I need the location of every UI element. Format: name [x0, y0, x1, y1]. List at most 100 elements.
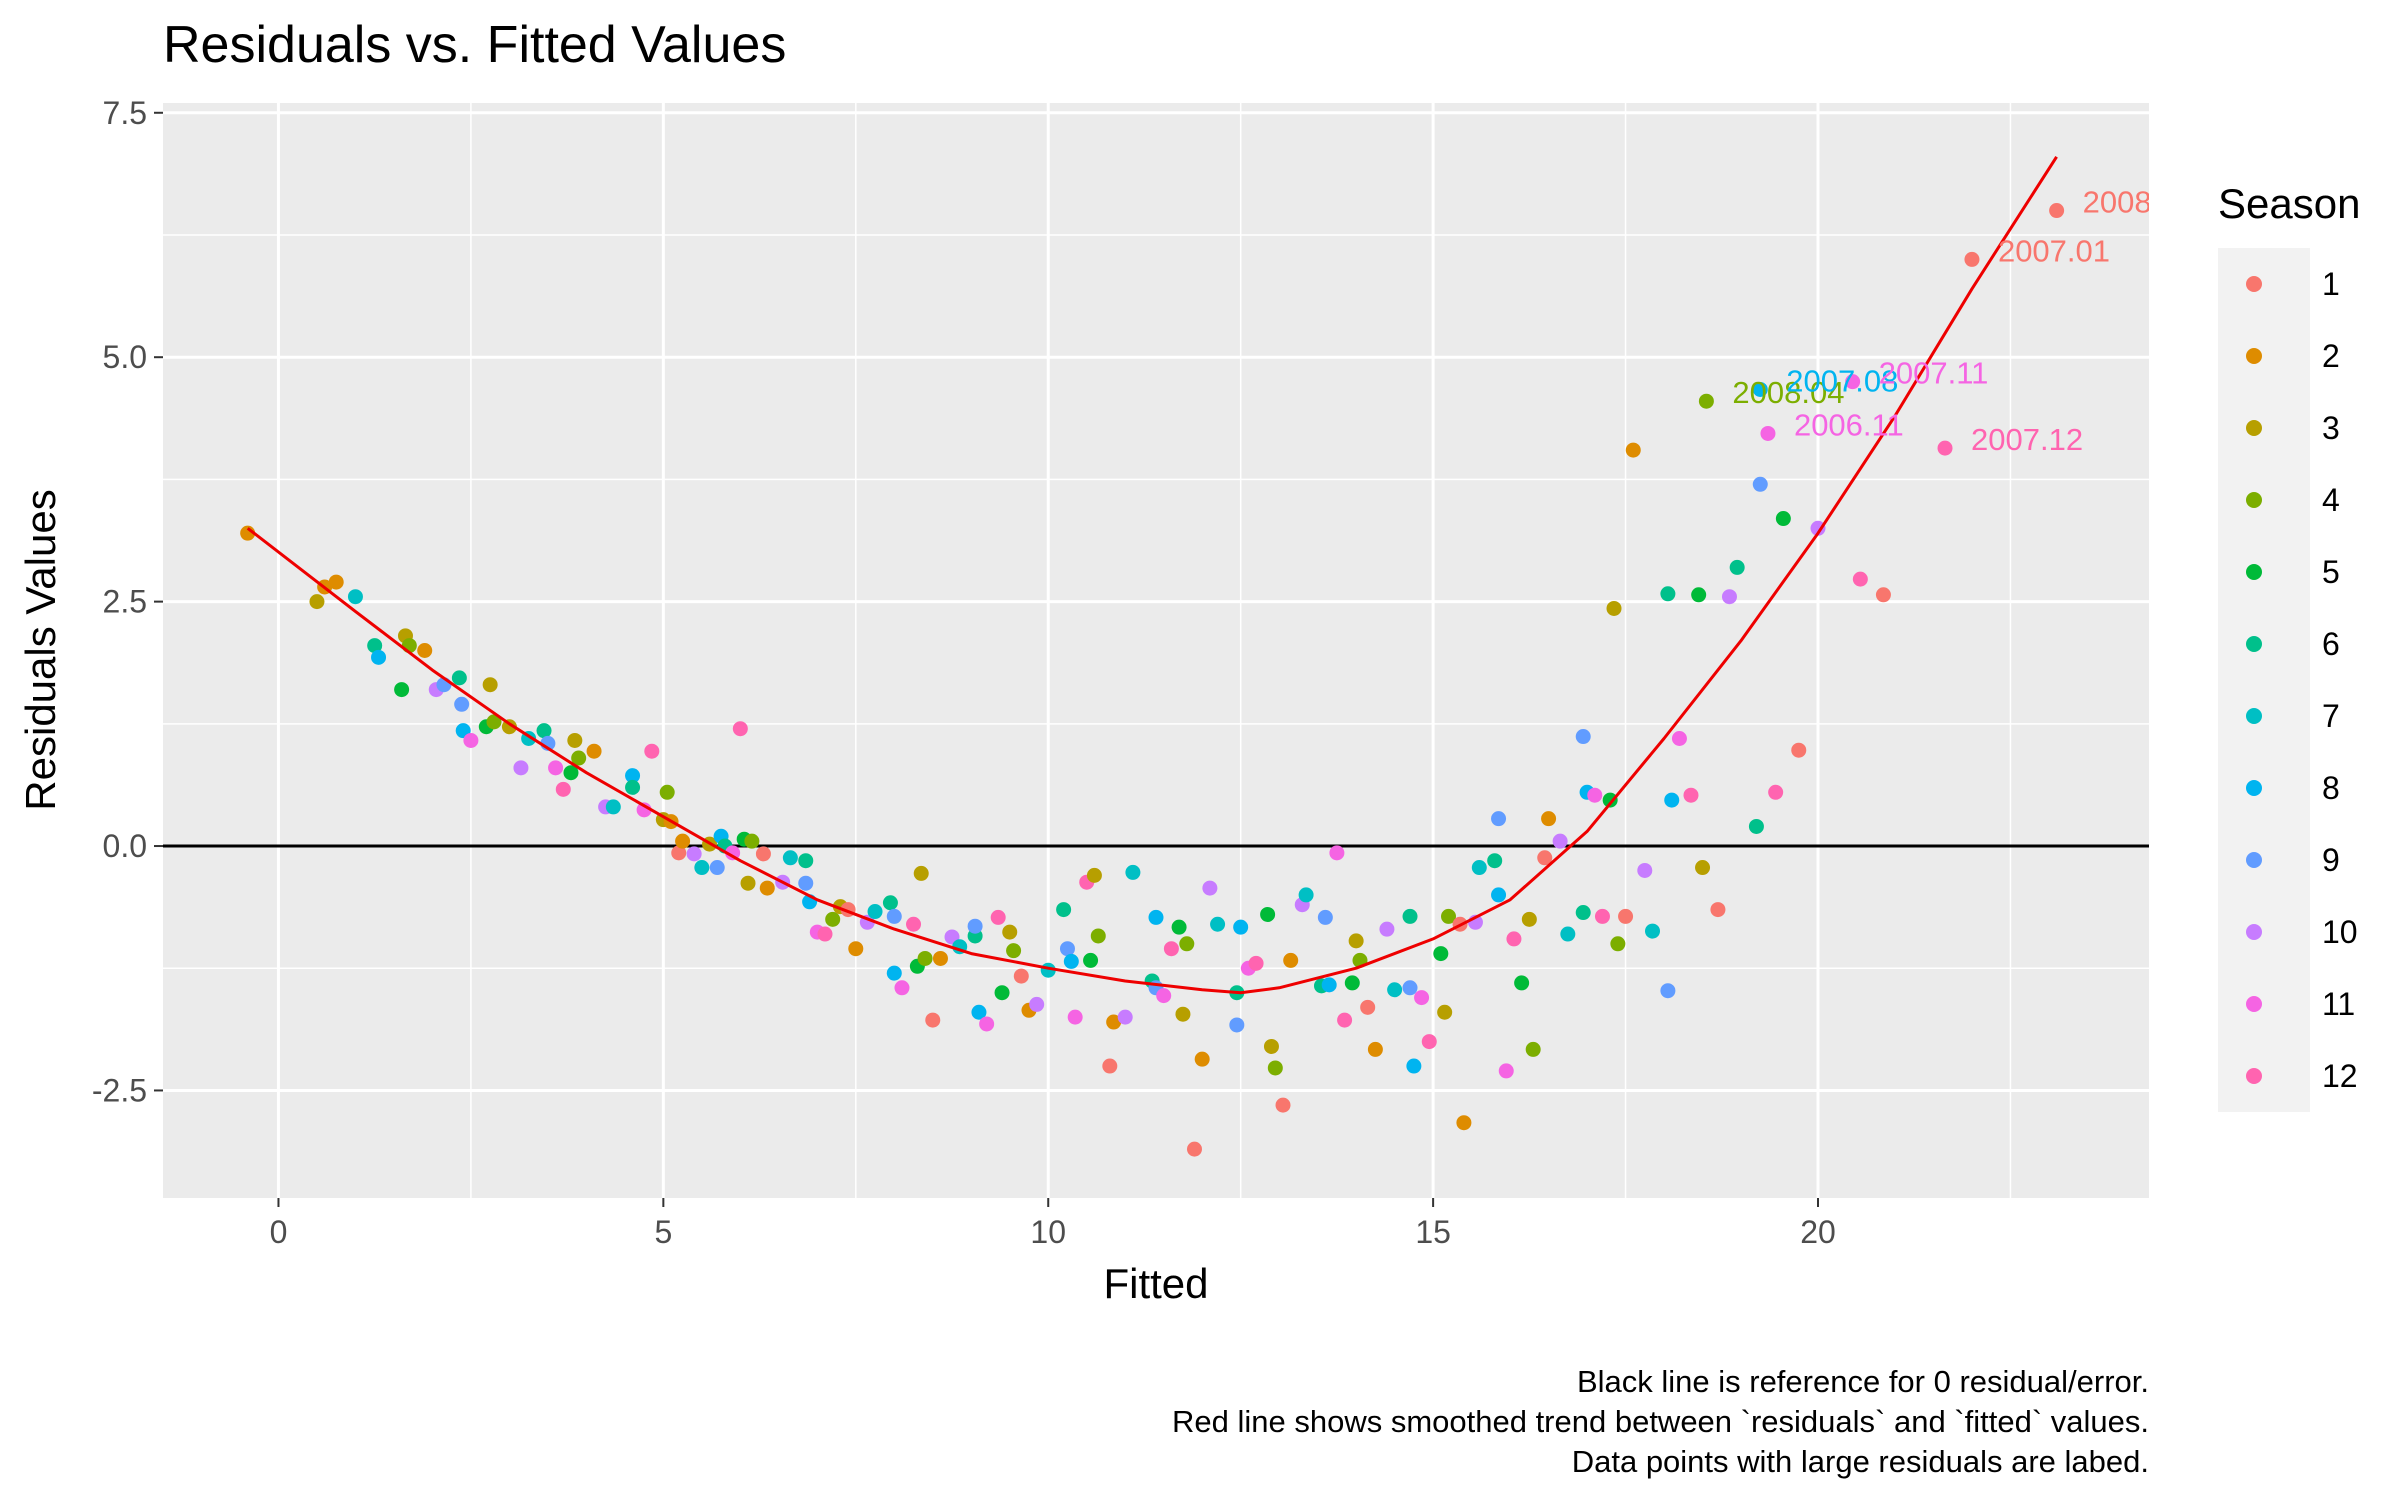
legend-key-point [2246, 636, 2262, 652]
point-label: 2008.04 [1732, 375, 1844, 410]
data-point [1698, 393, 1714, 409]
data-point [1367, 1041, 1383, 1057]
data-point [848, 941, 864, 957]
data-point [1171, 919, 1187, 935]
data-point [1552, 833, 1568, 849]
legend-label: 7 [2322, 698, 2340, 734]
legend-key-point [2246, 924, 2262, 940]
data-point [913, 865, 929, 881]
data-point [1471, 860, 1487, 876]
data-point [1186, 1141, 1202, 1157]
caption-line: Red line shows smoothed trend between `r… [1172, 1404, 2149, 1439]
data-point [1360, 999, 1376, 1015]
data-point [1414, 990, 1430, 1006]
data-point [328, 574, 344, 590]
data-point [1575, 729, 1591, 745]
data-point [1937, 440, 1953, 456]
data-point [686, 846, 702, 862]
data-point [1491, 887, 1507, 903]
chart-title: Residuals vs. Fitted Values [163, 16, 786, 74]
data-point [732, 721, 748, 737]
legend-key-point [2246, 348, 2262, 364]
data-point [1691, 587, 1707, 603]
data-point [694, 860, 710, 876]
data-point [1317, 909, 1333, 925]
data-point [886, 965, 902, 981]
data-point [1163, 941, 1179, 957]
data-point [482, 677, 498, 693]
y-tick-label: -2.5 [92, 1072, 147, 1108]
legend-label: 10 [2322, 914, 2358, 950]
data-point [798, 853, 814, 869]
data-point [309, 594, 325, 610]
data-point [1233, 919, 1249, 935]
data-point [1059, 941, 1075, 957]
data-point [659, 784, 675, 800]
data-point [1421, 1034, 1437, 1050]
data-point [1660, 983, 1676, 999]
major-grid [163, 103, 2149, 1198]
data-point [555, 781, 571, 797]
data-point [1148, 909, 1164, 925]
data-point [894, 980, 910, 996]
data-point [454, 696, 470, 712]
legend-label: 3 [2322, 410, 2340, 446]
data-point [1506, 931, 1522, 947]
legend-key-point [2246, 1068, 2262, 1084]
legend-label: 4 [2322, 482, 2340, 518]
data-point [605, 799, 621, 815]
data-point [1441, 908, 1457, 924]
point-label: 2006.11 [1794, 407, 1904, 442]
legend-label: 11 [2322, 986, 2355, 1022]
data-point [886, 908, 902, 924]
x-tick-label: 15 [1415, 1214, 1451, 1250]
data-point [882, 895, 898, 911]
data-point [1086, 867, 1102, 883]
data-point [1179, 936, 1195, 952]
data-point [367, 638, 383, 654]
data-point [759, 880, 775, 896]
data-point [1775, 511, 1791, 527]
data-point [1275, 1097, 1291, 1113]
legend-title: Season [2218, 180, 2360, 227]
data-point [1537, 850, 1553, 866]
data-point [1321, 977, 1337, 993]
data-point [709, 860, 725, 876]
data-point [586, 743, 602, 759]
data-point [1267, 1060, 1283, 1076]
data-point [906, 916, 922, 932]
x-axis-title: Fitted [1103, 1260, 1208, 1307]
data-point [451, 670, 467, 686]
data-point [867, 904, 883, 920]
data-point [536, 723, 552, 739]
data-point [1056, 902, 1072, 918]
y-tick-label: 0.0 [103, 828, 147, 864]
legend-label: 5 [2322, 554, 2340, 590]
data-point [1260, 906, 1276, 922]
data-point [1298, 887, 1314, 903]
data-point [1090, 928, 1106, 944]
data-point [1710, 902, 1726, 918]
data-point [1102, 1058, 1118, 1074]
data-point [1498, 1063, 1514, 1079]
legend-key-point [2246, 276, 2262, 292]
y-tick-label: 7.5 [103, 95, 147, 131]
x-tick-label: 20 [1800, 1214, 1836, 1250]
data-point [625, 779, 641, 795]
data-point [1525, 1041, 1541, 1057]
data-point [1729, 559, 1745, 575]
data-point [1810, 520, 1826, 536]
data-point [1768, 784, 1784, 800]
data-point [1602, 792, 1618, 808]
data-point [671, 845, 687, 861]
data-point [1487, 853, 1503, 869]
data-point [994, 985, 1010, 1001]
data-point [1683, 787, 1699, 803]
data-point [1263, 1038, 1279, 1054]
data-point [1760, 425, 1776, 441]
data-point [1437, 1004, 1453, 1020]
data-point [1660, 586, 1676, 602]
data-point [417, 643, 433, 658]
